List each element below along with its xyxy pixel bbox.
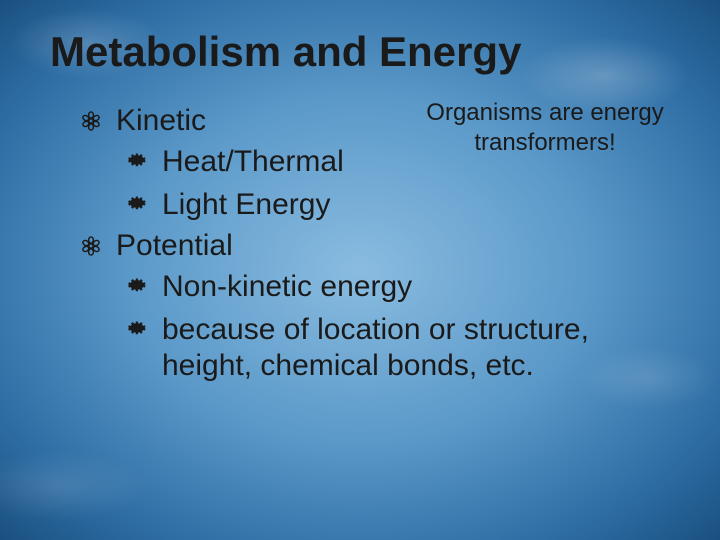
bullet-because-label: because of location or structure, height…: [162, 312, 670, 385]
bullet-nonkinetic: Non-kinetic energy: [128, 269, 670, 306]
bullet-potential-label: Potential: [116, 229, 670, 263]
gear-bullet-icon: [128, 150, 148, 170]
slide-container: Metabolism and Energy Organisms are ener…: [0, 0, 720, 540]
flower-bullet-icon: [80, 110, 102, 132]
callout-line1: Organisms are energy: [426, 99, 663, 126]
flower-bullet-icon: [80, 235, 102, 257]
callout-text: Organisms are energy transformers!: [410, 98, 680, 158]
bullet-potential: Potential: [80, 229, 670, 263]
gear-bullet-icon: [128, 318, 148, 338]
bullet-light: Light Energy: [128, 187, 670, 224]
content-area: Organisms are energy transformers!: [50, 104, 670, 385]
callout-line2: transformers!: [474, 129, 615, 156]
slide-title: Metabolism and Energy: [50, 28, 670, 76]
bullet-because: because of location or structure, height…: [128, 312, 670, 385]
gear-bullet-icon: [128, 275, 148, 295]
gear-bullet-icon: [128, 193, 148, 213]
bullet-light-label: Light Energy: [162, 187, 670, 224]
bullet-nonkinetic-label: Non-kinetic energy: [162, 269, 670, 306]
